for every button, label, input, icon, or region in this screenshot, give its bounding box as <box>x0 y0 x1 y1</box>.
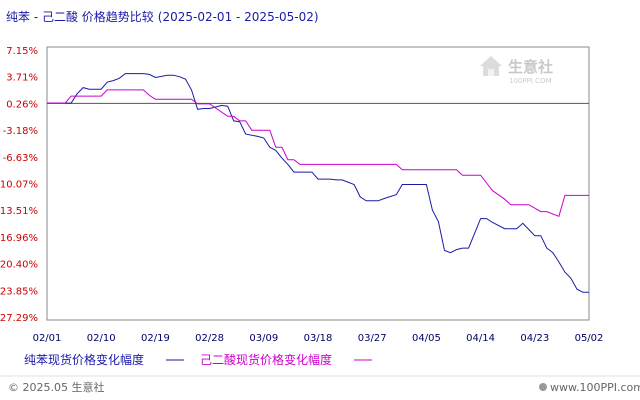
y-tick-label: -13.51% <box>0 206 38 217</box>
y-tick-label: 3.71% <box>6 73 38 84</box>
footer-website-group: www.100PPI.com <box>539 381 640 394</box>
watermark-sub: 100PPI.COM <box>509 77 552 85</box>
legend: 纯苯现货价格变化幅度 己二酸现货价格变化幅度 <box>24 352 372 367</box>
x-tick-label: 02/19 <box>141 333 170 344</box>
watermark-name: 生意社 <box>508 58 553 76</box>
x-tick-label: 03/27 <box>358 333 387 344</box>
x-tick-label: 03/09 <box>249 333 278 344</box>
house-icon <box>480 56 502 76</box>
series-group <box>47 73 589 293</box>
y-tick-label: 7.15% <box>6 46 38 57</box>
chart-title: 纯苯 - 己二酸 价格趋势比较 (2025-02-01 - 2025-05-02) <box>6 9 319 24</box>
x-tick-label: 03/18 <box>304 333 333 344</box>
chart-title-main: 纯苯 - 己二酸 价格趋势比较 <box>6 9 154 24</box>
legend-label-benzene: 纯苯现货价格变化幅度 <box>24 352 144 367</box>
x-axis-ticks: 02/01 02/10 02/19 02/28 03/09 03/18 03/27 04/05… <box>33 333 604 344</box>
footer-website: www.100PPI.com <box>550 381 640 394</box>
benzene-price-line <box>47 73 589 293</box>
y-axis-ticks: 7.15% 3.71% 0.26% -3.18% -6.63% -10.07% -13.51… <box>0 46 38 324</box>
y-tick-label: -16.96% <box>0 233 38 244</box>
plot-area <box>46 46 590 321</box>
y-tick-label: -20.40% <box>0 260 38 271</box>
legend-label-adipic: 己二酸现货价格变化幅度 <box>200 352 332 367</box>
x-tick-label: 02/28 <box>195 333 224 344</box>
legend-item-adipic: 己二酸现货价格变化幅度 <box>200 352 372 367</box>
title-group: 纯苯 - 己二酸 价格趋势比较 (2025-02-01 - 2025-05-02) <box>6 9 319 24</box>
y-tick-label: 0.26% <box>6 99 38 110</box>
globe-icon <box>539 383 547 391</box>
x-tick-label: 04/14 <box>466 333 495 344</box>
x-tick-label: 02/10 <box>87 333 116 344</box>
y-tick-label: -10.07% <box>0 180 38 191</box>
x-tick-label: 02/01 <box>33 333 62 344</box>
x-tick-label: 05/02 <box>575 333 604 344</box>
footer-copyright: © 2025.05 生意社 <box>8 380 104 394</box>
y-tick-label: -23.85% <box>0 286 38 297</box>
chart-date-range: (2025-02-01 - 2025-05-02) <box>158 10 319 24</box>
x-tick-label: 04/05 <box>412 333 441 344</box>
x-tick-label: 04/23 <box>520 333 549 344</box>
y-tick-label: -6.63% <box>3 153 38 164</box>
legend-item-benzene: 纯苯现货价格变化幅度 <box>24 352 184 367</box>
watermark-logo: 生意社 100PPI.COM <box>480 56 553 85</box>
adipic-acid-price-line <box>47 89 589 217</box>
y-tick-label: -27.29% <box>0 313 38 324</box>
y-tick-label: -3.18% <box>3 126 38 137</box>
